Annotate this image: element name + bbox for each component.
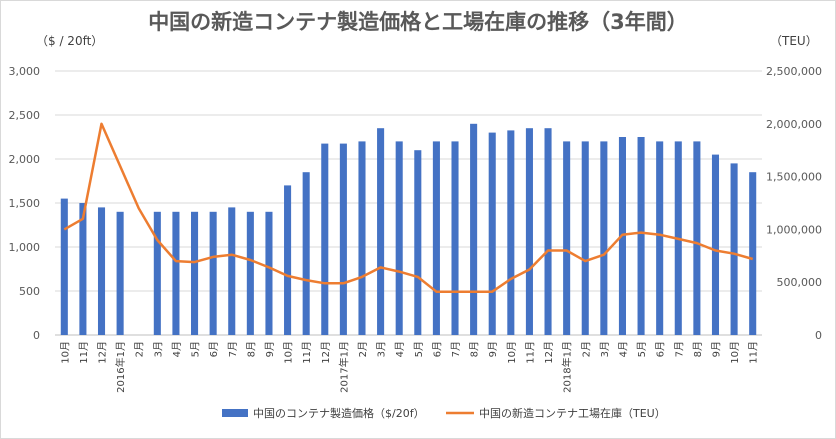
x-tick-label: 7月 — [450, 341, 462, 357]
price-bar — [730, 163, 738, 335]
x-tick-label: 8月 — [245, 341, 257, 357]
price-bar — [191, 211, 199, 335]
price-bar — [153, 211, 161, 335]
price-bar — [265, 211, 273, 335]
x-tick-label: 5月 — [413, 341, 425, 357]
price-bar — [525, 128, 533, 335]
x-tick-label: 4月 — [618, 341, 630, 357]
x-tick-label: 3月 — [599, 341, 611, 357]
x-tick-label: 4月 — [394, 341, 406, 357]
left-tick-label: 1,000 — [9, 241, 41, 254]
price-bar — [656, 141, 664, 335]
x-tick-label: 11月 — [748, 341, 760, 364]
left-tick-label: 500 — [19, 285, 40, 298]
left-axis-unit: （$ / 20ft） — [36, 34, 104, 48]
price-bar — [451, 141, 459, 335]
price-bar — [209, 211, 217, 335]
price-bar — [581, 141, 589, 335]
left-tick-label: 3,000 — [9, 65, 41, 78]
price-bar — [172, 211, 180, 335]
price-bar — [79, 203, 87, 335]
legend-price-swatch — [222, 409, 248, 417]
price-bar — [749, 172, 757, 335]
x-tick-label: 6月 — [655, 341, 667, 357]
x-tick-label: 6月 — [208, 341, 220, 357]
x-tick-label: 11月 — [301, 341, 313, 364]
x-tick-label: 9月 — [711, 341, 723, 357]
x-tick-label: 3月 — [376, 341, 388, 357]
chart-title: 中国の新造コンテナ製造価格と工場在庫の推移（3年間） — [148, 10, 688, 34]
left-tick-label: 1,500 — [9, 197, 41, 210]
x-tick-label: 10月 — [283, 341, 295, 364]
right-tick-label: 500,000 — [777, 276, 823, 289]
x-tick-label: 5月 — [636, 341, 648, 357]
x-tick-label: 10月 — [729, 341, 741, 364]
price-bar — [60, 198, 68, 335]
x-tick-label: 2018年1月 — [561, 341, 574, 393]
x-tick-label: 2月 — [580, 341, 592, 357]
right-tick-label: 1,000,000 — [766, 223, 822, 236]
price-bar — [228, 207, 236, 335]
x-tick-label: 9月 — [264, 341, 276, 357]
x-tick-label: 2017年1月 — [337, 341, 350, 393]
right-tick-label: 1,500,000 — [766, 171, 822, 184]
right-tick-label: 0 — [815, 329, 822, 342]
x-tick-label: 12月 — [97, 341, 109, 364]
price-bar — [284, 185, 292, 335]
price-bar — [507, 130, 515, 335]
left-tick-label: 2,500 — [9, 109, 41, 122]
price-bar — [302, 172, 310, 335]
x-tick-label: 4月 — [171, 341, 183, 357]
x-tick-label: 8月 — [469, 341, 481, 357]
right-tick-label: 2,000,000 — [766, 118, 822, 131]
x-tick-label: 7月 — [227, 341, 239, 357]
price-bar — [377, 128, 385, 335]
price-bar — [470, 123, 478, 335]
x-tick-label: 8月 — [692, 341, 704, 357]
price-bar — [321, 143, 329, 335]
x-tick-label: 7月 — [673, 341, 685, 357]
price-bar — [544, 128, 552, 335]
price-bar — [395, 141, 403, 335]
x-tick-label: 10月 — [506, 341, 518, 364]
left-tick-label: 0 — [33, 329, 40, 342]
price-bar — [414, 150, 422, 335]
left-tick-label: 2,000 — [9, 153, 41, 166]
x-tick-label: 11月 — [78, 341, 90, 364]
right-tick-label: 2,500,000 — [766, 65, 822, 78]
x-tick-label: 12月 — [543, 341, 555, 364]
x-tick-label: 10月 — [59, 341, 71, 364]
x-tick-label: 3月 — [152, 341, 164, 357]
x-tick-label: 11月 — [524, 341, 536, 364]
price-bar — [600, 141, 608, 335]
x-tick-label: 2月 — [134, 341, 146, 357]
x-tick-label: 12月 — [320, 341, 332, 364]
x-tick-label: 2月 — [357, 341, 369, 357]
price-bar — [97, 207, 106, 335]
x-tick-label: 6月 — [431, 341, 443, 357]
price-bar — [711, 154, 720, 335]
price-bar — [116, 211, 124, 335]
price-bar — [693, 141, 701, 335]
inventory-line — [63, 122, 754, 293]
price-bar — [432, 141, 440, 335]
legend-price-label: 中国のコンテナ製造価格（$/20f） — [253, 406, 425, 420]
price-bar — [488, 132, 496, 335]
price-bar — [246, 211, 254, 335]
x-tick-label: 2016年1月 — [114, 341, 127, 393]
legend-inventory-label: 中国の新造コンテナ工場在庫（TEU） — [479, 406, 666, 420]
price-bar — [358, 141, 366, 335]
price-bar — [563, 141, 571, 335]
price-bar — [339, 143, 347, 335]
right-axis-unit: （TEU） — [770, 34, 818, 48]
x-tick-label: 5月 — [190, 341, 202, 357]
price-bar — [637, 137, 645, 335]
x-tick-label: 9月 — [487, 341, 499, 357]
